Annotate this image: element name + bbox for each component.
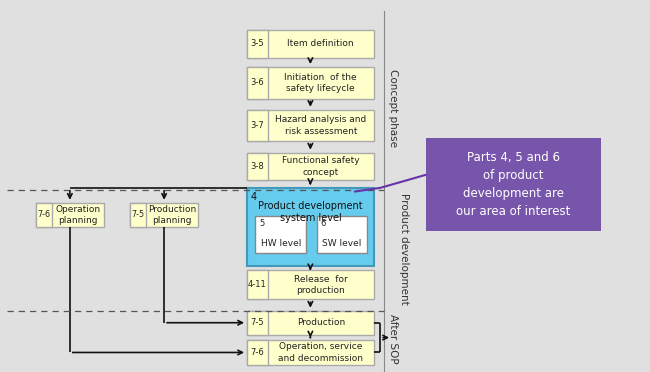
Text: Product development
system level: Product development system level xyxy=(258,201,363,223)
Bar xyxy=(247,340,268,365)
Bar xyxy=(255,216,306,253)
Bar xyxy=(36,203,104,227)
Bar xyxy=(247,30,374,58)
Text: 3-6: 3-6 xyxy=(250,78,265,87)
Bar xyxy=(247,153,374,180)
Text: Initiation  of the
safety lifecycle: Initiation of the safety lifecycle xyxy=(285,73,357,93)
Bar xyxy=(247,110,374,141)
Text: 7-6: 7-6 xyxy=(38,210,51,219)
Bar xyxy=(247,270,374,299)
Text: Production
planning: Production planning xyxy=(148,205,196,225)
Bar xyxy=(130,203,198,227)
Text: 3-8: 3-8 xyxy=(250,162,265,171)
Bar xyxy=(130,203,146,227)
Text: Item definition: Item definition xyxy=(287,39,354,48)
Bar xyxy=(426,138,601,231)
Bar xyxy=(247,188,374,266)
Text: Release  for
production: Release for production xyxy=(294,275,348,295)
Text: After SOP: After SOP xyxy=(388,314,398,364)
Text: 4-11: 4-11 xyxy=(248,280,266,289)
Bar xyxy=(247,311,374,335)
Bar xyxy=(247,67,374,99)
Text: SW level: SW level xyxy=(322,239,361,248)
Text: Product development: Product development xyxy=(399,193,410,305)
Bar xyxy=(247,153,268,180)
Text: Operation, service
and decommission: Operation, service and decommission xyxy=(278,342,363,363)
Bar xyxy=(247,270,268,299)
Bar xyxy=(247,67,268,99)
Text: Concept phase: Concept phase xyxy=(388,69,398,147)
Text: 7-5: 7-5 xyxy=(131,210,145,219)
Bar xyxy=(317,216,367,253)
Bar xyxy=(247,110,268,141)
Text: 5: 5 xyxy=(259,219,265,228)
Text: Hazard analysis and
risk assessment: Hazard analysis and risk assessment xyxy=(275,115,367,136)
Bar xyxy=(247,30,268,58)
Bar xyxy=(36,203,52,227)
Text: Parts 4, 5 and 6
of product
development are
our area of interest: Parts 4, 5 and 6 of product development … xyxy=(456,151,571,218)
Text: Functional safety
concept: Functional safety concept xyxy=(282,156,359,177)
Text: 7-6: 7-6 xyxy=(250,348,265,357)
Text: 3-5: 3-5 xyxy=(251,39,264,48)
Bar xyxy=(247,340,374,365)
Text: 6: 6 xyxy=(320,219,326,228)
Text: Operation
planning: Operation planning xyxy=(55,205,101,225)
Text: 3-7: 3-7 xyxy=(250,121,265,130)
Text: 7-5: 7-5 xyxy=(251,318,264,327)
Text: HW level: HW level xyxy=(261,239,301,248)
Text: 4: 4 xyxy=(251,192,257,202)
Text: Production: Production xyxy=(296,318,345,327)
Bar xyxy=(247,311,268,335)
